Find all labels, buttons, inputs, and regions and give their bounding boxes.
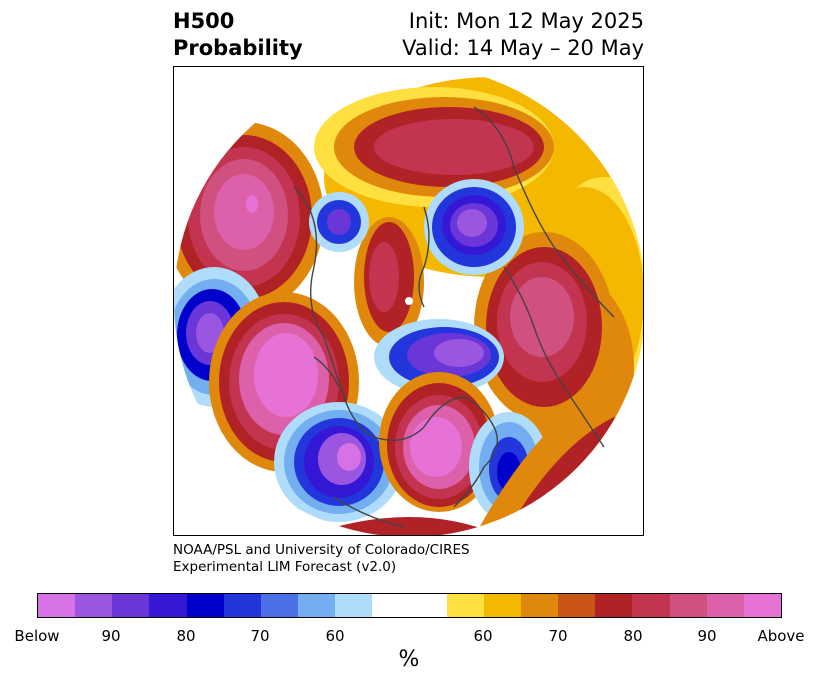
- colorbar-above-segment-3: [521, 594, 559, 617]
- colorbar: [37, 593, 782, 618]
- map-panel: [173, 66, 644, 536]
- quantity-label: Probability: [173, 36, 303, 60]
- colorbar-tick-below-60: 60: [325, 627, 345, 645]
- colorbar-below-segment-5: [186, 594, 224, 617]
- colorbar-below-segment-9: [335, 594, 373, 617]
- colorbar-above-segment-6: [632, 594, 670, 617]
- colorbar-above-segment-1: [446, 594, 484, 617]
- credit-line-1: NOAA/PSL and University of Colorado/CIRE…: [173, 542, 470, 558]
- colorbar-tick-above-80: 80: [623, 627, 643, 645]
- colorbar-above-segment-5: [595, 594, 633, 617]
- colorbar-below-segment-1: [38, 594, 76, 617]
- colorbar-above-segment-9: [743, 594, 782, 617]
- colorbar-above-segment-4: [558, 594, 596, 617]
- colorbar-below-segment-8: [298, 594, 336, 617]
- colorbar-tick-above-70: 70: [548, 627, 568, 645]
- colorbar-above-segment-7: [669, 594, 707, 617]
- colorbar-unit: %: [398, 647, 420, 672]
- colorbar-above-segment-8: [706, 594, 744, 617]
- colorbar-below-segment-7: [260, 594, 299, 617]
- colorbar-tick-below-90: 90: [101, 627, 121, 645]
- colorbar-tick-above-90: 90: [697, 627, 717, 645]
- credit-text: NOAA/PSL and University of Colorado/CIRE…: [173, 542, 470, 576]
- colorbar-tick-below-80: 80: [176, 627, 196, 645]
- colorbar-below-segment-6: [223, 594, 261, 617]
- valid-range: Valid: 14 May – 20 May: [402, 36, 644, 60]
- polar-map: [174, 67, 643, 535]
- colorbar-below-segment-2: [75, 594, 113, 617]
- title-right: Init: Mon 12 May 2025 Valid: 14 May – 20…: [402, 8, 644, 62]
- credit-line-2: Experimental LIM Forecast (v2.0): [173, 559, 397, 575]
- colorbar-neutral-segment: [372, 594, 447, 617]
- probability-field: [174, 67, 643, 535]
- colorbar-above-segment-2: [483, 594, 522, 617]
- colorbar-tick-above: Above: [757, 627, 805, 645]
- title-left: H500 Probability: [173, 8, 303, 62]
- init-date: Init: Mon 12 May 2025: [408, 9, 644, 33]
- variable-label: H500: [173, 9, 235, 33]
- colorbar-below-segment-3: [112, 594, 150, 617]
- colorbar-below-segment-4: [149, 594, 187, 617]
- colorbar-tick-below-70: 70: [250, 627, 270, 645]
- coastlines: [293, 106, 615, 528]
- colorbar-tick-below: Below: [14, 627, 60, 645]
- colorbar-tick-above-60: 60: [473, 627, 493, 645]
